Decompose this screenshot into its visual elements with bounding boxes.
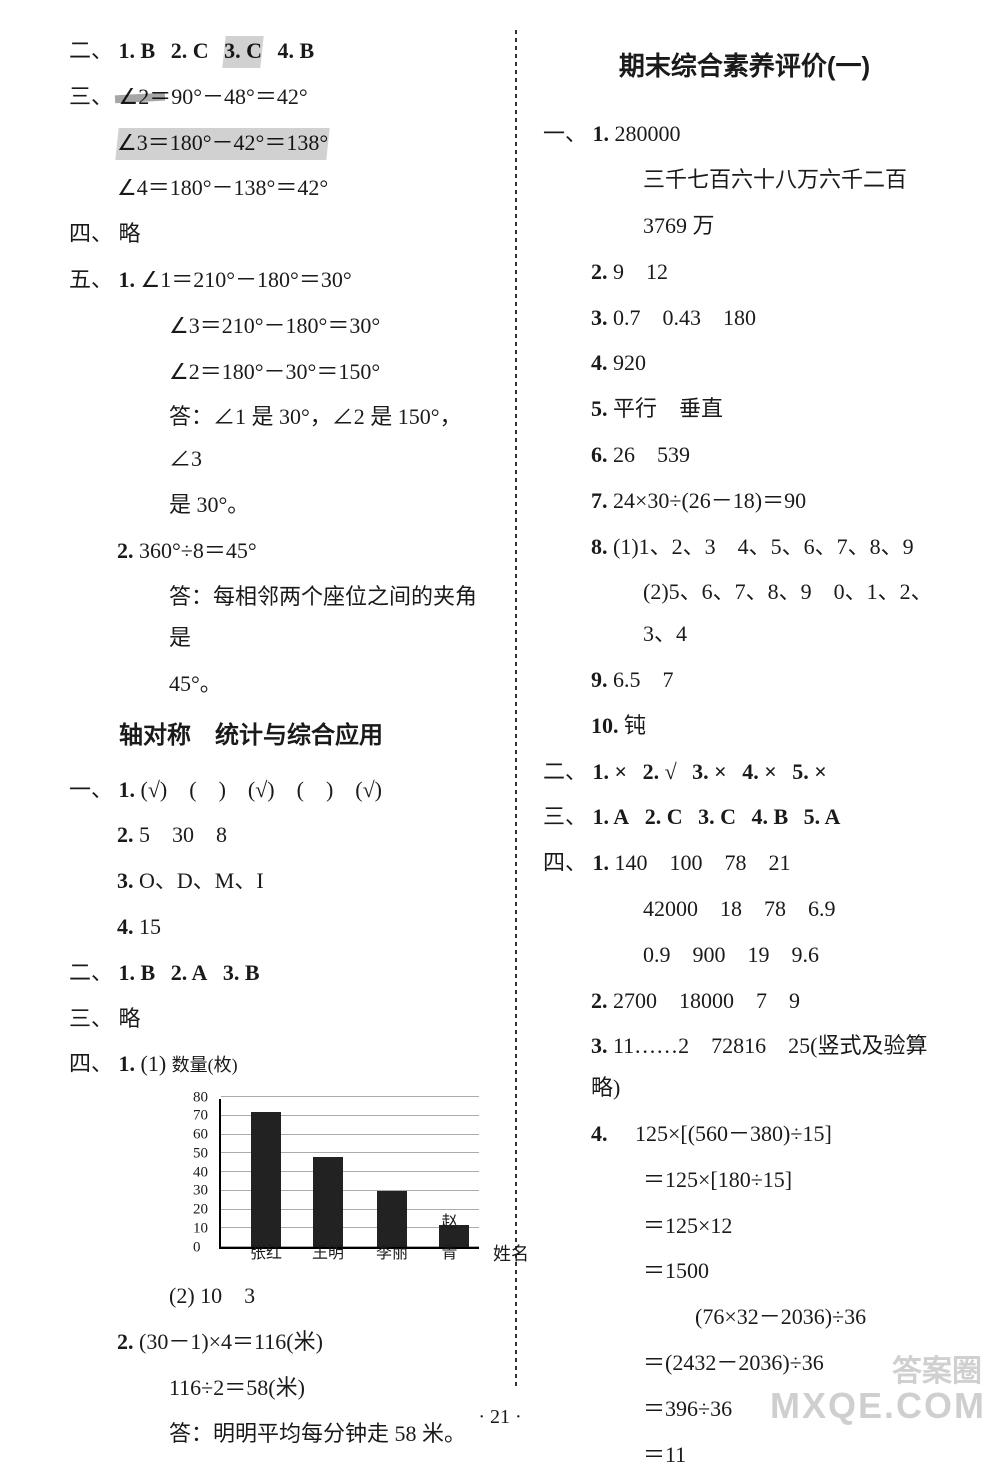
left-column: 二、 1. B 2. C 3. C 4. B 三、 ∠2＝90°－48°＝42°… <box>55 30 515 1390</box>
xtick-label: 王明 <box>312 1239 344 1269</box>
line: 答：∠1 是 30°，∠2 是 150°，∠3 <box>169 404 462 471</box>
label: 四、 <box>69 1043 113 1085</box>
line: 是 30°。 <box>169 492 249 517</box>
b3: 三、 略 <box>69 998 489 1040</box>
sec-2: 二、 1. B 2. C 3. C 4. B <box>69 30 489 72</box>
label: 二、 <box>69 30 113 72</box>
qnum: 1. <box>119 1051 136 1076</box>
part2-label: (2) <box>169 1283 195 1308</box>
watermark-en: MXQE.COM <box>770 1372 986 1440</box>
b2: 二、 1. B 2. A 3. B <box>69 952 489 994</box>
qnum: 2. <box>117 1329 134 1354</box>
gridline <box>221 1096 479 1097</box>
answers: 1. B 2. C 3. C 4. B <box>119 38 325 63</box>
label: 五、 <box>69 259 113 301</box>
xtick-label: 李丽 <box>376 1239 408 1269</box>
bar <box>251 1112 281 1247</box>
qnum: 1. <box>119 267 136 292</box>
r-s1: 一、 1. 280000 <box>543 113 946 155</box>
line: ∠4＝180°－138°＝42° <box>117 175 328 200</box>
r-s2: 二、 1. × 2. √ 3. × 4. × 5. × <box>543 751 946 793</box>
line: 360°÷8＝45° <box>139 538 257 563</box>
sec-5: 五、 1. ∠1＝210°－180°＝30° <box>69 259 489 301</box>
line: ∠3＝180°－42°＝138° <box>117 122 328 164</box>
text: 略 <box>119 221 141 246</box>
line: 答：每相邻两个座位之间的夹角是 <box>169 584 477 651</box>
line: (30－1)×4＝116(米) <box>139 1329 323 1354</box>
part1: (1) <box>141 1051 167 1076</box>
label: 四、 <box>69 213 113 255</box>
sec-3: 三、 ∠2＝90°－48°＝42° <box>69 76 489 118</box>
label: 三、 <box>69 76 113 118</box>
sec-4: 四、 略 <box>69 213 489 255</box>
bar <box>313 1157 343 1247</box>
b1: 一、 1. (√) ( ) (√) ( ) (√) <box>69 769 489 811</box>
subtitle: 轴对称 统计与综合应用 <box>119 713 489 759</box>
text: (√) ( ) (√) ( ) (√) <box>141 777 383 802</box>
label: 三、 <box>69 998 113 1040</box>
label: 一、 <box>543 113 587 155</box>
page: 二、 1. B 2. C 3. C 4. B 三、 ∠2＝90°－48°＝42°… <box>0 0 1000 1410</box>
line: ∠1＝210°－180°＝30° <box>141 267 352 292</box>
line: ∠2＝90°－48°＝42° <box>119 84 308 109</box>
right-column: 期末综合素养评价(一) 一、 1. 280000 三千七百六十八万六千二百 37… <box>517 30 960 1390</box>
part2-text: 10 3 <box>200 1283 255 1308</box>
ytick-label: 80 <box>193 1083 208 1112</box>
line: ∠2＝180°－30°＝150° <box>169 359 380 384</box>
label: 一、 <box>69 769 113 811</box>
qnum: 1. <box>119 777 136 802</box>
xtick-label: 赵青 <box>442 1208 467 1269</box>
chart-ylabel-inline: 数量(枚) <box>172 1055 238 1075</box>
line: ∠3＝210°－180°＝30° <box>169 313 380 338</box>
r-s3: 三、 1. A 2. C 3. C 4. B 5. A <box>543 796 946 838</box>
b4: 四、 1. (1) 数量(枚) <box>69 1043 489 1085</box>
text: 略 <box>119 1006 141 1031</box>
chart-xlabel: 姓名 <box>493 1237 529 1271</box>
qnum: 2. <box>117 538 134 563</box>
xtick-label: 张红 <box>250 1239 282 1269</box>
chart-axes: 01020304050607080张红王明李丽赵青 <box>219 1099 479 1249</box>
line: 116÷2＝58(米) <box>169 1375 305 1400</box>
page-title: 期末综合素养评价(一) <box>543 42 946 91</box>
line: 45°。 <box>169 671 222 696</box>
r-s4: 四、 1. 140 100 78 21 <box>543 842 946 884</box>
bar-chart: 01020304050607080张红王明李丽赵青 姓名 <box>189 1089 489 1269</box>
label: 二、 <box>69 952 113 994</box>
